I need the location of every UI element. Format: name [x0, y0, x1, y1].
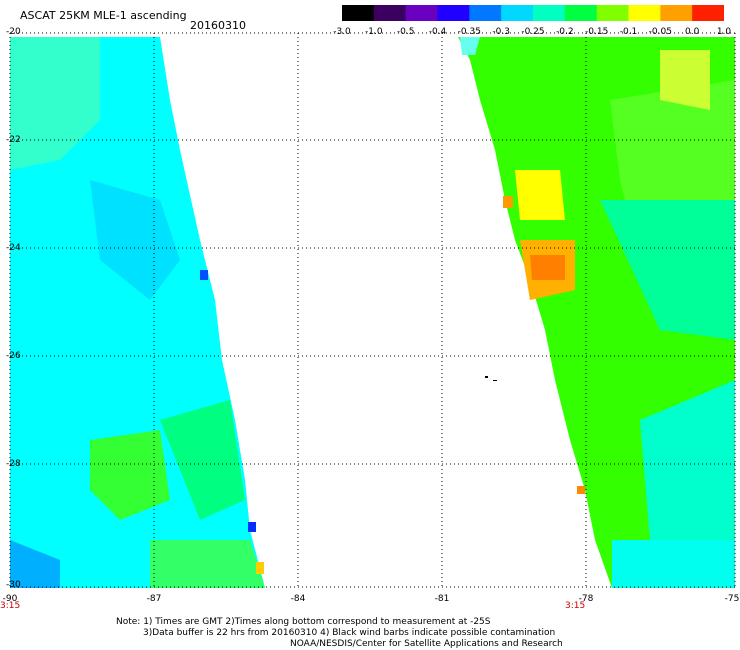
colorbar-segment: [469, 5, 502, 21]
colorbar-label: -0.25: [521, 27, 545, 37]
lon-label: -78: [578, 594, 594, 604]
colorbar-label: 1.0: [716, 27, 732, 37]
note-line-2: 3)Data buffer is 22 hrs from 20160310 4)…: [143, 628, 556, 638]
graticule: [9, 32, 736, 588]
lon-label: -75: [724, 594, 740, 604]
colorbar-segment: [596, 5, 629, 21]
colorbar-label: -0.35: [457, 27, 481, 37]
lat-label: -22: [6, 135, 21, 145]
lon-label: -87: [146, 594, 162, 604]
colorbar-segment: [373, 5, 407, 21]
colorbar-label: -3.0: [333, 27, 351, 37]
note-line-1: Note: 1) Times are GMT 2)Times along bot…: [116, 617, 491, 627]
colorbar-segment: [692, 5, 724, 21]
colorbar-label: -0.2: [556, 27, 574, 37]
time-label-east: 3:15: [565, 601, 586, 611]
west-swath: [10, 37, 265, 588]
note-line-3: NOAA/NESDIS/Center for Satellite Applica…: [290, 639, 563, 649]
colorbar-label: -0.05: [648, 27, 672, 37]
colorbar-label: 0.0: [684, 27, 700, 37]
wind-barb-mark: [485, 376, 488, 378]
colorbar-label: -0.15: [585, 27, 609, 37]
product-title: ASCAT 25KM MLE-1 ascending: [20, 9, 187, 22]
colorbar-segment: [660, 5, 693, 21]
colorbar: [342, 5, 724, 21]
colorbar-segment: [437, 5, 470, 21]
colorbar-label: -0.5: [396, 27, 415, 37]
lat-label: -28: [6, 459, 21, 469]
lat-label: -30: [6, 580, 21, 590]
lat-label: -26: [6, 351, 21, 361]
time-label-west: 3:15: [0, 601, 21, 611]
colorbar-label: -1.0: [365, 27, 383, 37]
lon-label: -90: [2, 594, 18, 604]
lon-label: -84: [290, 594, 306, 604]
lat-label: -20: [6, 27, 21, 37]
colorbar-segment: [501, 5, 534, 21]
product-date: 20160310: [190, 19, 246, 32]
colorbar-segment: [405, 5, 438, 21]
colorbar-segment: [342, 5, 375, 21]
colorbar-segment: [628, 5, 661, 21]
colorbar-label: -0.4: [428, 27, 447, 37]
lat-label: -24: [6, 243, 21, 253]
colorbar-label: -0.1: [619, 27, 638, 37]
colorbar-segment: [564, 5, 598, 21]
lon-label: -81: [434, 594, 450, 604]
wind-barb-mark: [493, 380, 497, 381]
colorbar-segment: [533, 5, 566, 21]
east-swath: [458, 37, 735, 588]
colorbar-label: -0.3: [492, 27, 510, 37]
